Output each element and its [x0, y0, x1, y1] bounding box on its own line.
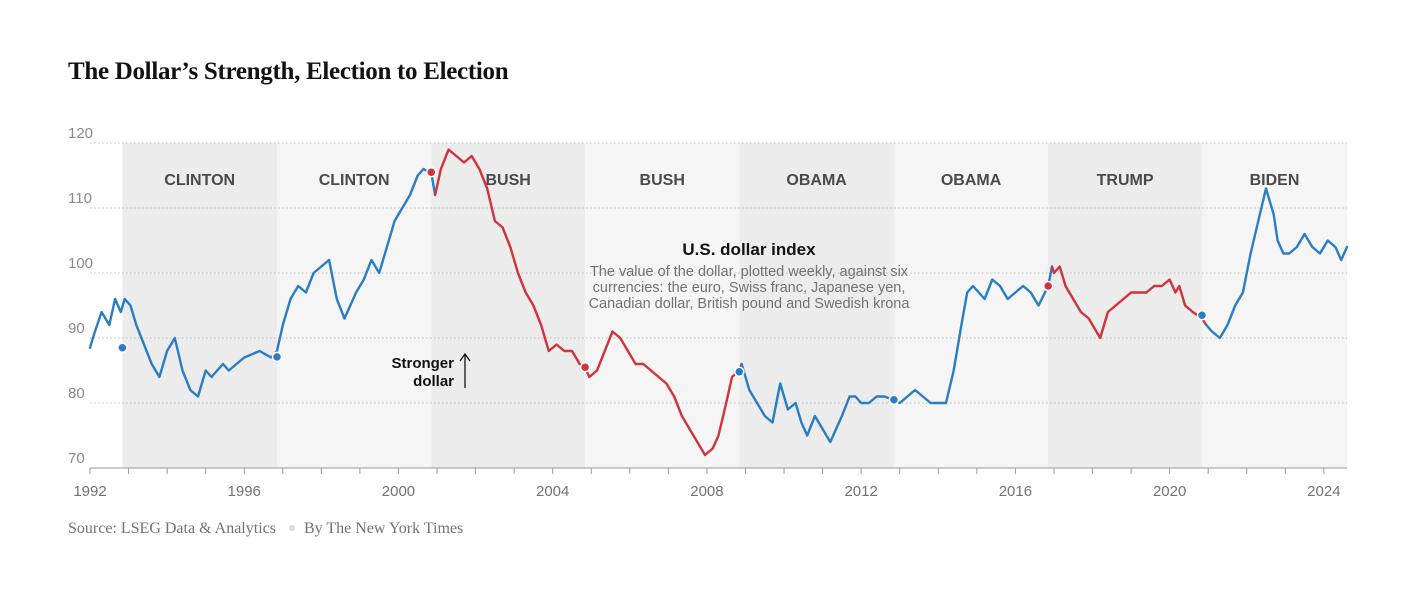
term-label: BUSH [485, 172, 530, 189]
x-tick-label: 1992 [73, 483, 106, 500]
term-band-5 [893, 143, 1049, 468]
y-tick-label: 110 [68, 190, 92, 207]
term-label: TRUMP [1097, 172, 1154, 189]
term-band-4 [739, 143, 894, 468]
y-tick-label: 90 [68, 320, 85, 337]
stronger-dollar-label: dollar [413, 373, 454, 390]
term-labels: CLINTON CLINTON BUSH BUSH OBAMA OBAMA TRUMP BID… [164, 172, 1299, 189]
term-band-6 [1048, 143, 1203, 468]
term-label: CLINTON [319, 172, 390, 189]
annotations: U.S. dollar index The value of the dollar… [391, 240, 910, 390]
term-band-0 [122, 143, 278, 468]
term-band-1 [277, 143, 432, 468]
x-tick-label: 2020 [1153, 483, 1186, 500]
series-segment-republican [1050, 265, 1208, 340]
annotation-title: U.S. dollar index [682, 240, 816, 259]
y-tick-label: 120 [68, 125, 93, 142]
election-marker [1196, 310, 1208, 321]
separator-dot [288, 525, 295, 532]
series-segment-democrat [88, 167, 437, 398]
up-arrow-head-icon [459, 352, 471, 362]
x-tick-label: 2024 [1307, 483, 1340, 500]
x-tick-label: 2012 [844, 483, 877, 500]
dollar-index-chart: 70 80 90 100 110 120 1992 1996 2000 2004 2008 2012… [68, 125, 1349, 500]
election-marker [579, 362, 591, 373]
term-label: OBAMA [786, 172, 847, 189]
term-bands [122, 143, 1347, 468]
chart-title: The Dollar’s Strength, Election to Elect… [68, 58, 509, 85]
annotation-line: currencies: the euro, Swiss franc, Japan… [593, 280, 906, 296]
y-tick-label: 100 [68, 255, 93, 272]
election-marker [271, 351, 283, 363]
election-marker [117, 342, 128, 353]
election-marker [425, 167, 437, 178]
x-tick-label: 1996 [228, 483, 261, 500]
y-axis-ticks: 70 80 90 100 110 120 [68, 125, 93, 467]
term-label: CLINTON [164, 172, 235, 189]
x-tick-label: 2000 [382, 483, 415, 500]
x-axis: 1992 1996 2000 2004 2008 2012 2016 2020 2024 [73, 467, 1347, 500]
y-tick-label: 70 [68, 450, 85, 467]
y-tick-label: 80 [68, 385, 85, 402]
annotation-line: Canadian dollar, British pound and Swedi… [589, 296, 911, 312]
election-markers [117, 167, 1208, 405]
x-tick-label: 2008 [690, 483, 723, 500]
term-label: OBAMA [941, 172, 1002, 189]
election-marker [1042, 280, 1054, 292]
term-label: BIDEN [1250, 172, 1300, 189]
x-tick-label: 2016 [999, 483, 1032, 500]
source-text: Source: LSEG Data & Analytics [68, 520, 276, 537]
stronger-dollar-label: Stronger [391, 355, 454, 372]
term-band-2 [431, 143, 586, 468]
series-segment-republican [433, 148, 743, 457]
series-segment-democrat [1205, 187, 1349, 340]
annotation-line: The value of the dollar, plotted weekly,… [590, 264, 909, 280]
term-band-7 [1202, 143, 1347, 468]
credit-text: By The New York Times [303, 520, 464, 537]
term-label: BUSH [640, 172, 685, 189]
term-band-3 [585, 143, 740, 468]
x-tick-label: 2004 [536, 483, 569, 500]
source-line: Source: LSEG Data & Analytics By The New … [68, 520, 463, 538]
election-marker [888, 394, 900, 405]
election-marker [734, 366, 745, 378]
